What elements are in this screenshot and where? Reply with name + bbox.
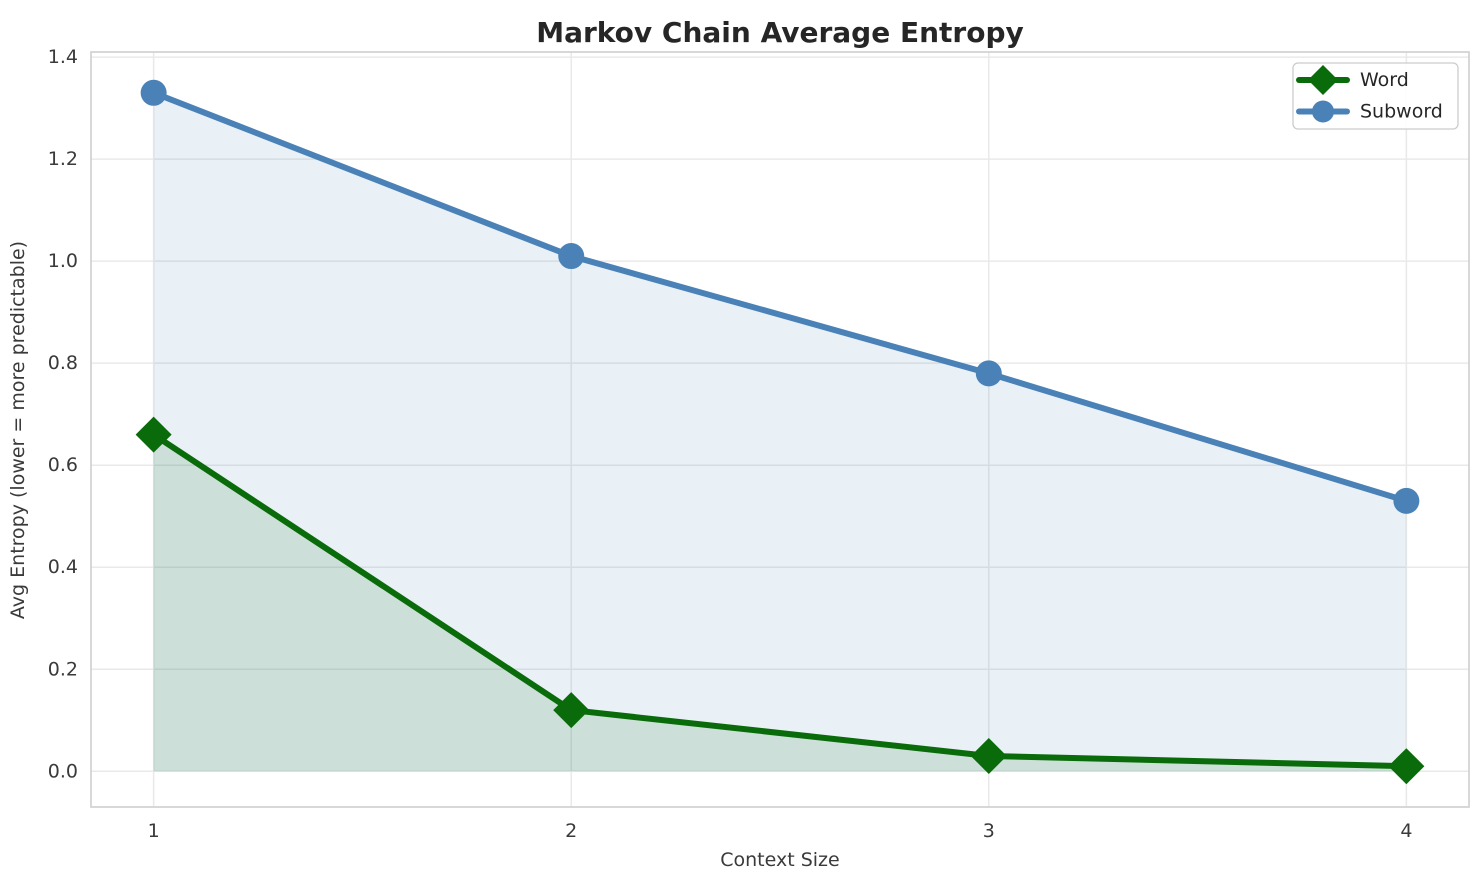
tick-labels: 0.0 0.2 0.4 0.6 0.8 1.0 1.2 1.4 1 2 3 4 (48, 46, 1413, 842)
legend-label: Word (1360, 69, 1409, 91)
subword-line (150, 89, 1410, 504)
subword-marker-circle-icon (140, 79, 167, 106)
subword-marker-circle-icon (558, 243, 585, 270)
y-tick-label: 0.6 (48, 454, 78, 476)
legend-circle-icon (1312, 100, 1334, 123)
y-axis-label: Avg Entropy (lower = more predictable) (7, 241, 29, 619)
y-tick-label: 0.0 (48, 760, 78, 782)
series-layer (135, 79, 1425, 785)
word-area-fill (153, 434, 1407, 772)
word-marker-diamond-icon (553, 692, 590, 729)
y-tick-label: 1.0 (48, 250, 78, 272)
subword-marker-circle-icon (1393, 487, 1420, 514)
y-tick-label: 1.4 (48, 46, 78, 68)
x-axis-label: Context Size (720, 849, 839, 871)
word-line (150, 431, 1410, 770)
y-tick-label: 0.4 (48, 556, 78, 578)
chart-title: Markov Chain Average Entropy (536, 16, 1024, 49)
subword-area-fill (153, 92, 1407, 772)
word-marker-diamond-icon (970, 737, 1007, 774)
legend-diamond-icon (1308, 65, 1338, 95)
legend: Word Subword (1292, 62, 1459, 130)
x-tick-label: 1 (148, 820, 160, 842)
y-tick-label: 1.2 (48, 148, 78, 170)
x-tick-label: 4 (1400, 820, 1412, 842)
word-marker-diamond-icon (1388, 748, 1425, 785)
x-tick-label: 2 (565, 820, 577, 842)
x-tick-label: 3 (983, 820, 995, 842)
y-tick-label: 0.8 (48, 352, 78, 374)
word-marker-diamond-icon (135, 416, 172, 453)
legend-label: Subword (1360, 101, 1443, 123)
subword-marker-circle-icon (975, 360, 1002, 387)
y-tick-label: 0.2 (48, 658, 78, 680)
plot-frame (90, 51, 1470, 808)
